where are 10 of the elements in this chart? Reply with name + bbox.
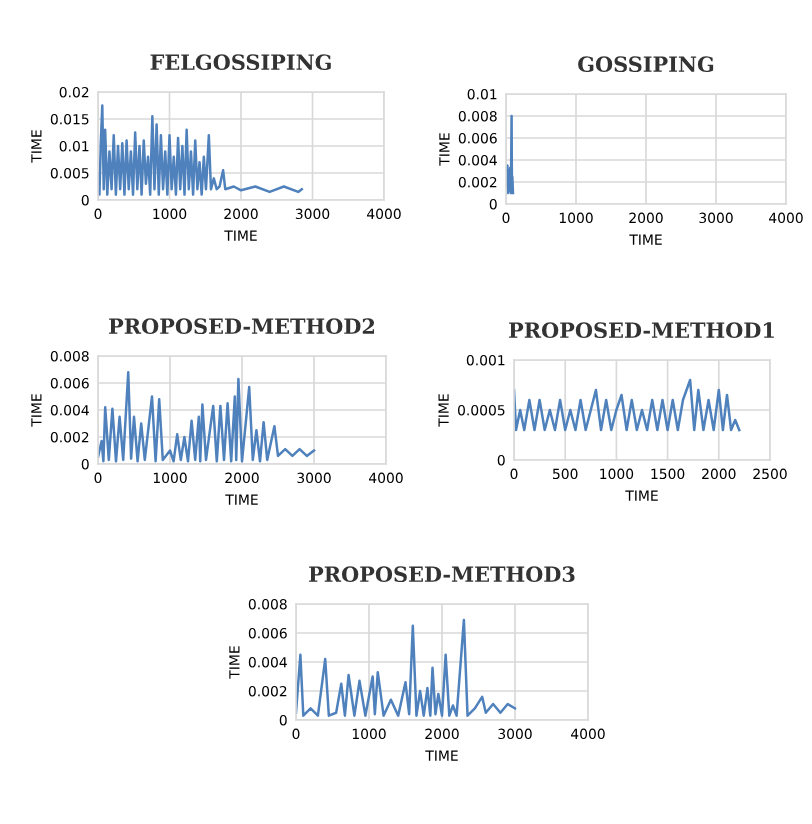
line-series	[98, 370, 316, 463]
line-series	[296, 618, 517, 717]
chart-title: PROPOSED-METHOD3	[309, 566, 575, 583]
line-series	[514, 378, 741, 432]
chart-title: PROPOSED-METHOD2	[109, 318, 375, 335]
chart-title: GOSSIPING	[578, 56, 714, 73]
chart-title: FELGOSSIPING	[150, 54, 331, 71]
line-series	[98, 104, 304, 196]
line-series	[506, 114, 515, 195]
chart-title: PROPOSED-METHOD1	[509, 322, 774, 339]
